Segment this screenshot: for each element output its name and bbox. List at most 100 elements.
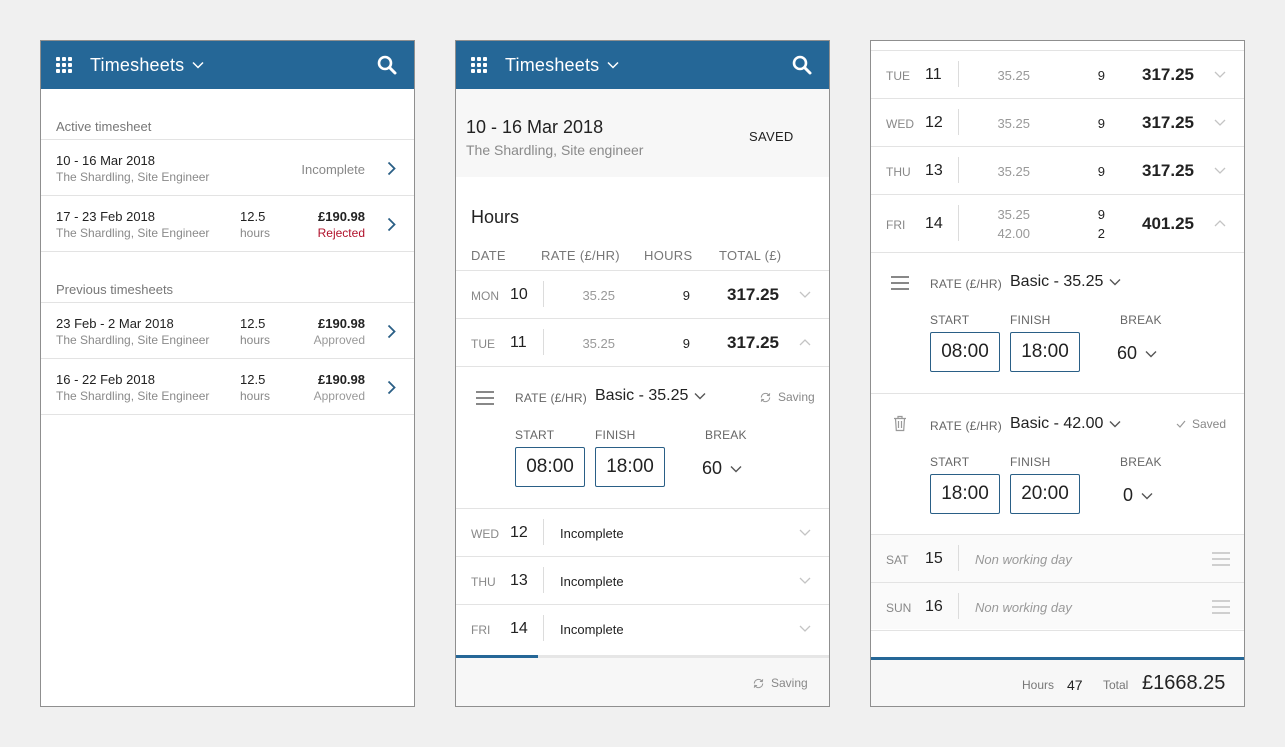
status-label: Approved bbox=[313, 333, 365, 347]
app-title-dropdown[interactable]: Timesheets bbox=[505, 55, 619, 76]
timesheet-range: 16 - 22 Feb 2018 bbox=[56, 372, 156, 387]
search-icon[interactable] bbox=[375, 53, 399, 77]
rate-value: 42.00 bbox=[997, 226, 1030, 241]
total-value: 401.25 bbox=[1142, 214, 1194, 233]
hours-value: 9 bbox=[1097, 207, 1105, 222]
day-label: THU bbox=[886, 165, 911, 179]
chevron-right-icon bbox=[387, 324, 396, 339]
day-row[interactable]: TUE 11 35.25 9 317.25 bbox=[456, 319, 829, 366]
start-time-input[interactable]: 08:00 bbox=[515, 447, 585, 487]
rate-value: 35.25 bbox=[997, 68, 1030, 83]
non-working-label: Non working day bbox=[975, 552, 1072, 567]
column-rate: RATE (£/HR) bbox=[541, 248, 620, 263]
timesheet-row[interactable]: 17 - 23 Feb 2018 The Shardling, Site Eng… bbox=[41, 196, 414, 251]
entry-status: Saving bbox=[759, 390, 815, 404]
day-row[interactable]: MON 10 35.25 9 317.25 bbox=[456, 271, 829, 318]
break-select[interactable]: 0 bbox=[1123, 485, 1153, 506]
day-number: 10 bbox=[510, 286, 528, 303]
rate-select-value: Basic - 42.00 bbox=[1010, 415, 1104, 432]
day-label: TUE bbox=[471, 337, 495, 351]
timesheet-subtitle: The Shardling, Site Engineer bbox=[56, 389, 210, 403]
timesheet-subtitle: The Shardling, Site Engineer bbox=[56, 226, 210, 240]
apps-grid-icon[interactable] bbox=[56, 57, 72, 73]
break-label: BREAK bbox=[1120, 313, 1162, 327]
hours-unit: hours bbox=[240, 333, 271, 347]
app-title-dropdown[interactable]: Timesheets bbox=[90, 55, 204, 76]
timesheet-row[interactable]: 16 - 22 Feb 2018 The Shardling, Site Eng… bbox=[41, 359, 414, 414]
entry-status-text: Saving bbox=[778, 390, 815, 404]
timesheet-hours: 12.5 bbox=[240, 316, 266, 331]
apps-grid-icon[interactable] bbox=[471, 57, 487, 73]
rate-select[interactable]: Basic - 42.00 bbox=[1010, 415, 1121, 433]
timesheet-amount: £190.98 bbox=[318, 372, 365, 387]
day-row[interactable]: THU 13 35.25 9 317.25 bbox=[871, 147, 1244, 194]
rate-select[interactable]: Basic - 35.25 bbox=[1010, 273, 1121, 291]
day-label: THU bbox=[471, 575, 496, 589]
grand-total-value: £1668.25 bbox=[1142, 672, 1226, 694]
chevron-down-icon bbox=[1214, 119, 1226, 126]
trash-icon[interactable] bbox=[893, 415, 907, 432]
sync-icon bbox=[760, 392, 771, 402]
check-icon bbox=[1176, 420, 1186, 428]
chevron-down-icon bbox=[1141, 492, 1153, 499]
chevron-down-icon bbox=[1145, 350, 1157, 357]
day-label: SUN bbox=[886, 601, 912, 615]
day-row[interactable]: FRI 14 Incomplete bbox=[456, 605, 829, 652]
chevron-right-icon bbox=[387, 217, 396, 232]
break-select[interactable]: 60 bbox=[1117, 343, 1157, 364]
rate-select-value: Basic - 35.25 bbox=[595, 387, 689, 404]
start-time-input[interactable]: 08:00 bbox=[930, 332, 1000, 372]
timesheet-detail-screen: Timesheets 10 - 16 Mar 2018 The Shardlin… bbox=[455, 40, 830, 707]
start-time-input[interactable]: 18:00 bbox=[930, 474, 1000, 514]
footer-rule bbox=[871, 657, 1244, 660]
break-select[interactable]: 60 bbox=[702, 458, 742, 479]
day-row[interactable]: TUE 11 35.25 9 317.25 bbox=[871, 51, 1244, 98]
day-row[interactable]: WED 12 35.25 9 317.25 bbox=[871, 99, 1244, 146]
rate-select[interactable]: Basic - 35.25 bbox=[595, 387, 706, 405]
entry-status-text: Saved bbox=[1192, 417, 1227, 431]
row-status: Incomplete bbox=[560, 574, 624, 589]
break-select-value: 0 bbox=[1123, 485, 1134, 505]
day-row[interactable]: FRI 14 35.25 42.00 9 2 401.25 bbox=[871, 195, 1244, 252]
rate-label: RATE (£/HR) bbox=[515, 391, 587, 405]
day-number: 11 bbox=[510, 334, 527, 351]
hours-heading: Hours bbox=[471, 207, 520, 227]
column-hours: HOURS bbox=[644, 248, 693, 263]
timesheet-hours: 12.5 bbox=[240, 209, 266, 224]
status-label: Incomplete bbox=[301, 162, 365, 177]
hours-value: 9 bbox=[1097, 68, 1105, 83]
hours-value: 9 bbox=[1097, 164, 1105, 179]
search-icon[interactable] bbox=[790, 53, 814, 77]
row-status: Incomplete bbox=[560, 526, 624, 541]
timesheet-list-screen: Timesheets Active timesheet 10 - 16 Mar … bbox=[40, 40, 415, 707]
finish-time-input[interactable]: 18:00 bbox=[1010, 332, 1080, 372]
timesheet-row[interactable]: 10 - 16 Mar 2018 The Shardling, Site Eng… bbox=[41, 140, 414, 195]
day-number: 12 bbox=[925, 114, 943, 131]
drag-handle-icon[interactable] bbox=[1212, 600, 1230, 618]
day-number: 16 bbox=[925, 598, 943, 615]
chevron-down-icon bbox=[1109, 279, 1121, 286]
day-row[interactable]: SAT 15 Non working day bbox=[871, 535, 1244, 582]
drag-handle-icon[interactable] bbox=[1212, 552, 1230, 570]
drag-handle-icon[interactable] bbox=[476, 391, 494, 409]
finish-time-input[interactable]: 18:00 bbox=[595, 447, 665, 487]
day-label: WED bbox=[886, 117, 914, 131]
day-row[interactable]: SUN 16 Non working day bbox=[871, 583, 1244, 630]
non-working-label: Non working day bbox=[975, 600, 1072, 615]
finish-time-input[interactable]: 20:00 bbox=[1010, 474, 1080, 514]
chevron-down-icon bbox=[1214, 167, 1226, 174]
day-label: FRI bbox=[886, 218, 906, 232]
timesheet-subtitle: The Shardling, Site engineer bbox=[466, 142, 644, 158]
timesheet-header bbox=[456, 89, 829, 177]
total-value: 317.25 bbox=[1142, 161, 1194, 180]
day-label: MON bbox=[471, 289, 499, 303]
hours-total-label: Hours bbox=[1022, 678, 1055, 692]
chevron-down-icon bbox=[192, 61, 204, 69]
drag-handle-icon[interactable] bbox=[891, 276, 909, 294]
app-title: Timesheets bbox=[90, 54, 185, 75]
timesheet-row[interactable]: 23 Feb - 2 Mar 2018 The Shardling, Site … bbox=[41, 303, 414, 358]
finish-label: FINISH bbox=[1010, 455, 1051, 469]
timesheet-week-screen: TUE 11 35.25 9 317.25 WED 12 35.25 9 317… bbox=[870, 40, 1245, 707]
day-row[interactable]: WED 12 Incomplete bbox=[456, 509, 829, 556]
day-row[interactable]: THU 13 Incomplete bbox=[456, 557, 829, 604]
